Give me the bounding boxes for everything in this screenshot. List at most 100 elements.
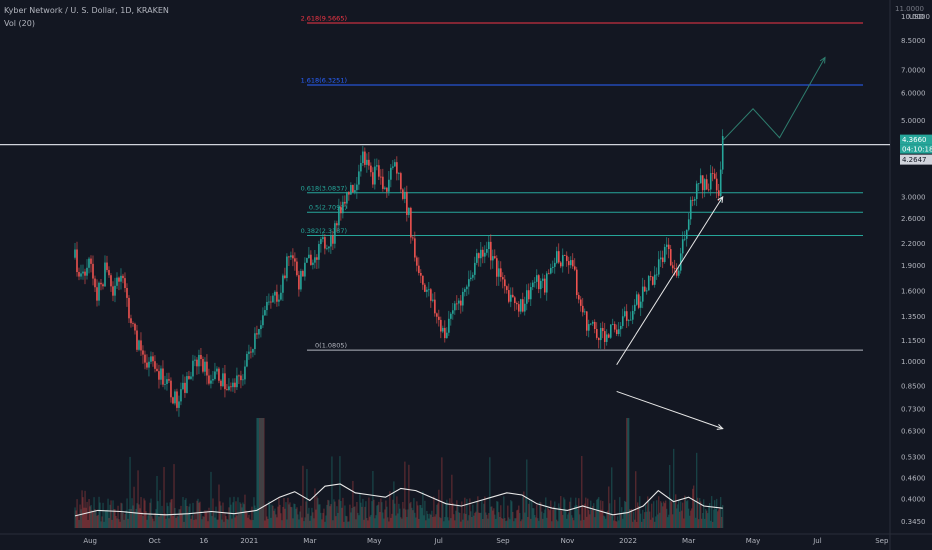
volume-bar [575, 497, 577, 528]
volume-bar [285, 502, 287, 528]
volume-bar [554, 501, 556, 528]
volume-bar [675, 494, 677, 528]
y-tick-label: 5.0000 [901, 117, 926, 125]
volume-bar [574, 505, 576, 528]
currency-label: 11.0000 USD [895, 5, 924, 21]
currency-code: USD [909, 13, 924, 21]
volume-bar [594, 517, 596, 528]
secondary-price-text: 4.2647 [902, 156, 927, 164]
volume-bar [456, 500, 458, 528]
volume-bar [246, 512, 248, 528]
volume-bar [606, 511, 608, 528]
symbol-title[interactable]: Kyber Network / U. S. Dollar, 1D, KRAKEN [4, 6, 169, 15]
candle-body [90, 258, 92, 264]
volume-bar [449, 498, 451, 528]
volume-bar [617, 516, 619, 528]
candle-body [282, 275, 284, 293]
volume-bar [264, 520, 266, 528]
volume-bar [292, 518, 294, 528]
volume-bar [321, 519, 323, 528]
candle-body [140, 340, 142, 351]
volume-bar [130, 509, 132, 528]
volume-bar [109, 504, 111, 528]
volume-bar [418, 518, 420, 528]
candle-body [416, 257, 418, 266]
volume-bar [635, 471, 637, 528]
volume-bar [711, 496, 713, 528]
volume-bar [166, 502, 168, 528]
volume-bar [326, 504, 328, 528]
candle-body [460, 300, 462, 306]
y-tick-label: 10.0000 [901, 13, 930, 21]
volume-bar [667, 517, 669, 528]
volume-bar [208, 507, 210, 528]
volume-bar [145, 511, 147, 528]
y-tick-label: 1.3500 [901, 313, 926, 321]
volume-bar [618, 520, 620, 528]
candle-body [462, 291, 464, 306]
volume-bar [671, 501, 673, 528]
candle-body [474, 262, 476, 275]
x-tick-label: Sep [496, 537, 510, 545]
volume-bar [351, 508, 353, 528]
candle-body [637, 294, 640, 308]
candle-body [314, 257, 316, 263]
volume-bar [336, 506, 338, 528]
candle-body [164, 384, 166, 385]
volume-indicator-label[interactable]: Vol (20) [4, 19, 35, 28]
candle-body [162, 368, 164, 385]
volume-bar [334, 501, 336, 528]
candle-body [534, 281, 536, 283]
volume-bar [165, 518, 167, 528]
volume-bar [423, 515, 425, 528]
volume-bar [442, 502, 444, 528]
volume-bar [393, 481, 395, 528]
volume-bar [402, 502, 404, 528]
candle-body [424, 284, 426, 292]
volume-bar [564, 499, 566, 528]
volume-bar [631, 508, 633, 528]
candle-body [318, 244, 320, 260]
y-tick-label: 0.6300 [901, 428, 926, 436]
volume-bar [693, 485, 695, 528]
volume-bar [84, 490, 86, 528]
candle-body [583, 311, 586, 313]
volume-bar [616, 521, 618, 528]
volume-bar [657, 514, 659, 528]
volume-bar [371, 501, 373, 528]
volume-bar [235, 501, 237, 528]
candle-body [585, 311, 588, 331]
volume-bar [600, 500, 602, 528]
volume-bar [651, 503, 653, 528]
volume-bar [425, 520, 427, 528]
volume-bar [182, 497, 184, 528]
candle-body [228, 386, 230, 390]
candle-body [372, 172, 374, 185]
volume-bar [188, 506, 190, 528]
candle-body [184, 382, 186, 393]
volume-bar [101, 516, 103, 528]
x-tick-label: Oct [148, 537, 160, 545]
volume-bar [557, 521, 559, 528]
candle-body [392, 166, 394, 168]
candle-body [252, 349, 254, 353]
volume-bar [189, 503, 191, 528]
volume-bar [609, 503, 611, 528]
candle-body [350, 185, 352, 195]
candle-body [571, 260, 574, 267]
volume-bar [117, 505, 119, 528]
volume-bar [111, 519, 113, 528]
x-tick-label: Jul [812, 537, 822, 545]
candle-body [711, 173, 714, 174]
volume-bar [472, 504, 474, 528]
candle-body [126, 287, 128, 298]
candle-body [388, 179, 390, 192]
candle-body [408, 207, 410, 215]
candle-body [152, 356, 154, 362]
candle-body [532, 282, 534, 288]
candle-body [719, 169, 722, 196]
volume-bar [436, 504, 438, 528]
candle-body [200, 354, 202, 360]
volume-bar [598, 497, 600, 528]
